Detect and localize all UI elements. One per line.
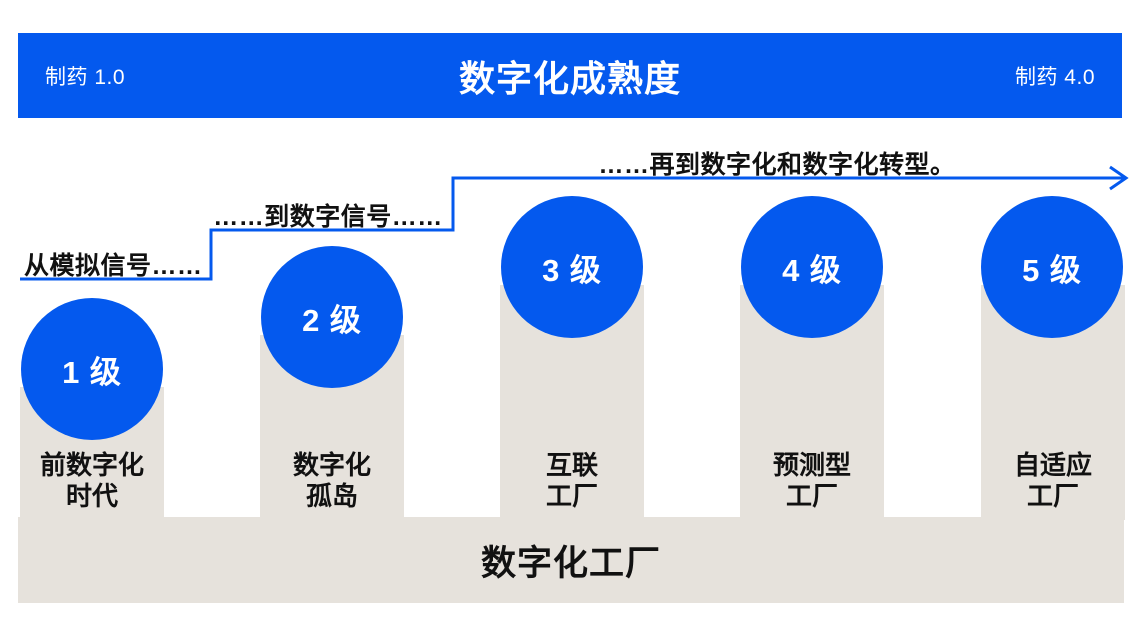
stage-3-name-line2: 工厂 [545,481,598,511]
level-5-label: 5 级 [1022,252,1082,288]
level-3-label: 3 级 [542,252,602,288]
arrowhead-icon [1109,165,1129,191]
level-5-circle: 5 级 [981,196,1123,338]
header-left-label: 制药 1.0 [45,65,126,89]
stage-3-name: 互联 工厂 [500,450,644,512]
header-bar: 制药 1.0 数字化成熟度 制药 4.0 [18,33,1122,118]
level-1-circle: 1 级 [21,298,163,440]
base-title: 数字化工厂 [480,543,661,583]
stage-4-name-line2: 工厂 [785,481,838,511]
stage-5-name-line2: 工厂 [1026,481,1079,511]
page-title: 数字化成熟度 [458,57,682,99]
stage-2-name-line2: 孤岛 [305,481,358,511]
header-right-label: 制药 4.0 [1014,65,1095,89]
stage-1-name: 前数字化 时代 [20,450,164,512]
stage-1-name-line2: 时代 [65,481,118,511]
level-2-label: 2 级 [302,302,362,338]
level-1-label: 1 级 [62,354,122,390]
stage-3-name-line1: 互联 [545,450,598,480]
stage-4-name: 预测型 工厂 [740,450,884,512]
level-4-label: 4 级 [782,252,842,288]
stage-5-name-line1: 自适应 [1013,450,1092,480]
annotation-analog-signal: 从模拟信号…… [24,252,203,280]
level-4-circle: 4 级 [741,196,883,338]
level-2-circle: 2 级 [261,246,403,388]
digital-factory-base: 数字化工厂 [18,517,1124,603]
stage-5-name: 自适应 工厂 [981,450,1125,512]
stage-1-name-line1: 前数字化 [39,450,144,480]
annotation-digital-signal: ……到数字信号…… [213,203,443,231]
level-3-circle: 3 级 [501,196,643,338]
stage-2-name-line1: 数字化 [292,450,371,480]
stage-4-name-line1: 预测型 [772,450,851,480]
annotation-digital-transformation: ……再到数字化和数字化转型。 [598,151,956,179]
stage-2-name: 数字化 孤岛 [260,450,404,512]
